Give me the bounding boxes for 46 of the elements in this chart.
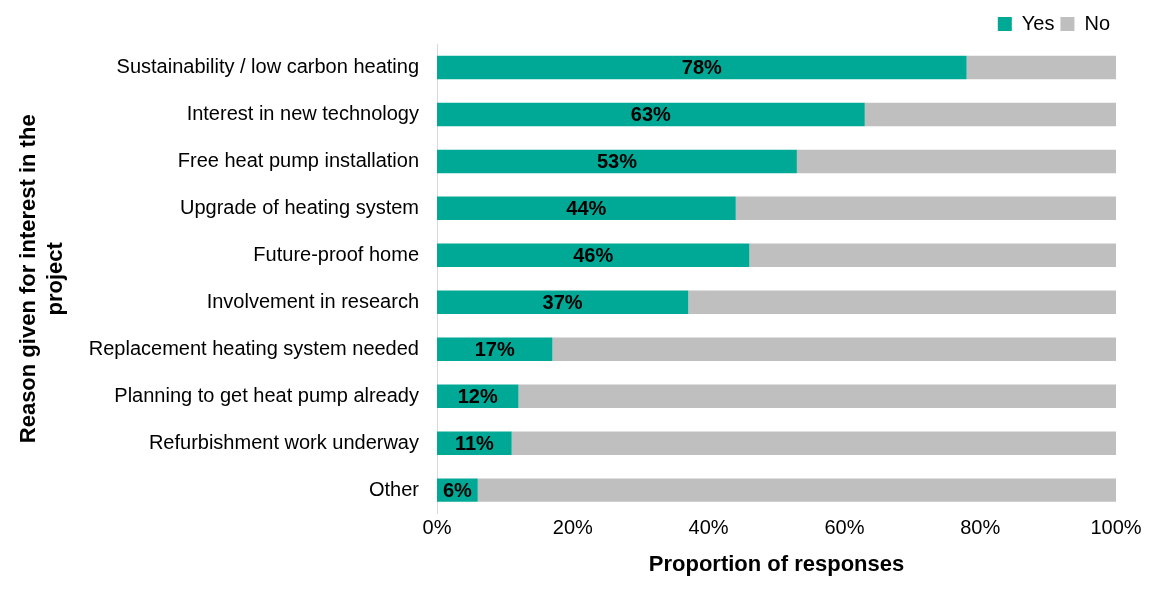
legend-label: No <box>1084 11 1111 34</box>
y-axis-title: Reason given for interest in the project <box>15 114 67 444</box>
bar <box>477 478 1116 502</box>
bar <box>735 196 1116 221</box>
data-label: 63% <box>630 102 672 125</box>
y-tick-label: Future-proof home <box>253 242 420 265</box>
bar <box>518 384 1116 408</box>
bar <box>749 243 1116 268</box>
data-label: 37% <box>542 290 583 313</box>
y-tick-label: Refurbishment work underway <box>148 430 420 453</box>
x-axis-title: Proportion of responses <box>648 550 905 576</box>
y-tick-label: Sustainability / low carbon heating <box>116 55 420 77</box>
data-label: 46% <box>573 243 614 266</box>
data-label: 53% <box>596 149 638 172</box>
x-tick-label: 80% <box>960 516 1001 539</box>
data-label: 17% <box>474 337 515 360</box>
bar <box>437 243 750 268</box>
bar <box>437 149 797 174</box>
bar <box>552 337 1116 361</box>
legend-label: Yes <box>1021 11 1055 34</box>
data-label: 6% <box>442 478 473 501</box>
bar <box>437 196 736 221</box>
x-tick-label: 0% <box>422 516 452 539</box>
data-label: 12% <box>457 384 498 407</box>
x-tick-label: 20% <box>552 516 594 539</box>
y-tick-label: Interest in new technology <box>186 101 420 124</box>
y-tick-label: Involvement in research <box>206 289 420 312</box>
bar <box>864 102 1116 127</box>
x-tick-label: 60% <box>824 516 865 539</box>
bar <box>966 55 1116 80</box>
bar <box>511 431 1116 455</box>
bar <box>796 149 1116 174</box>
x-tick-label: 40% <box>688 516 729 539</box>
data-label: 44% <box>566 196 607 219</box>
y-tick-label: Other <box>368 477 420 500</box>
y-tick-label: Free heat pump installation <box>177 148 420 171</box>
data-label: 78% <box>681 56 723 78</box>
bar <box>437 102 865 127</box>
y-tick-label: Upgrade of heating system <box>179 195 420 218</box>
bar <box>437 55 967 80</box>
data-label: 11% <box>454 431 495 454</box>
y-tick-label: Replacement heating system needed <box>88 336 420 359</box>
y-tick-label: Planning to get heat pump already <box>114 383 420 406</box>
bar <box>688 290 1116 315</box>
x-tick-label: 100% <box>1090 516 1142 539</box>
bar <box>437 290 689 315</box>
